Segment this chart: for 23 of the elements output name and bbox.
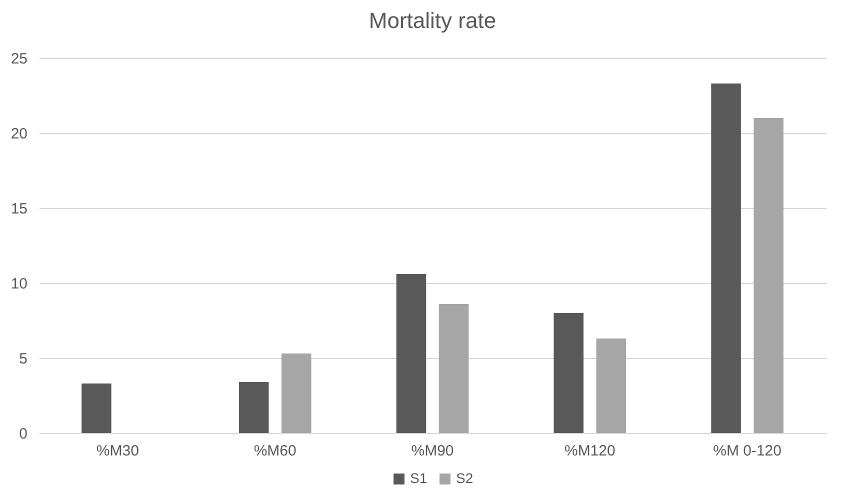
bar — [554, 313, 584, 433]
bar — [754, 118, 784, 433]
x-tick-label: %M90 — [411, 442, 454, 460]
bar — [596, 338, 626, 433]
y-tick-label: 5 — [19, 350, 28, 368]
x-tick-label: %M60 — [254, 442, 296, 460]
bar — [438, 304, 469, 433]
chart-title: Mortality rate — [368, 8, 496, 33]
x-tick-label: %M 0-120 — [713, 442, 782, 460]
bar — [82, 384, 112, 433]
y-tick-label: 0 — [19, 426, 28, 442]
y-tick-label: 10 — [10, 276, 28, 292]
y-tick-label: 20 — [10, 126, 28, 142]
bar — [711, 84, 741, 433]
bar — [281, 354, 312, 433]
x-tick-label: %M30 — [96, 442, 139, 460]
bar — [396, 274, 426, 433]
y-tick-label: 15 — [10, 200, 28, 218]
legend-label: S2 — [456, 470, 474, 486]
y-tick-label: 25 — [10, 50, 28, 68]
legend-label: S1 — [410, 470, 428, 486]
x-tick-label: %M120 — [564, 442, 616, 460]
bar — [238, 382, 269, 433]
